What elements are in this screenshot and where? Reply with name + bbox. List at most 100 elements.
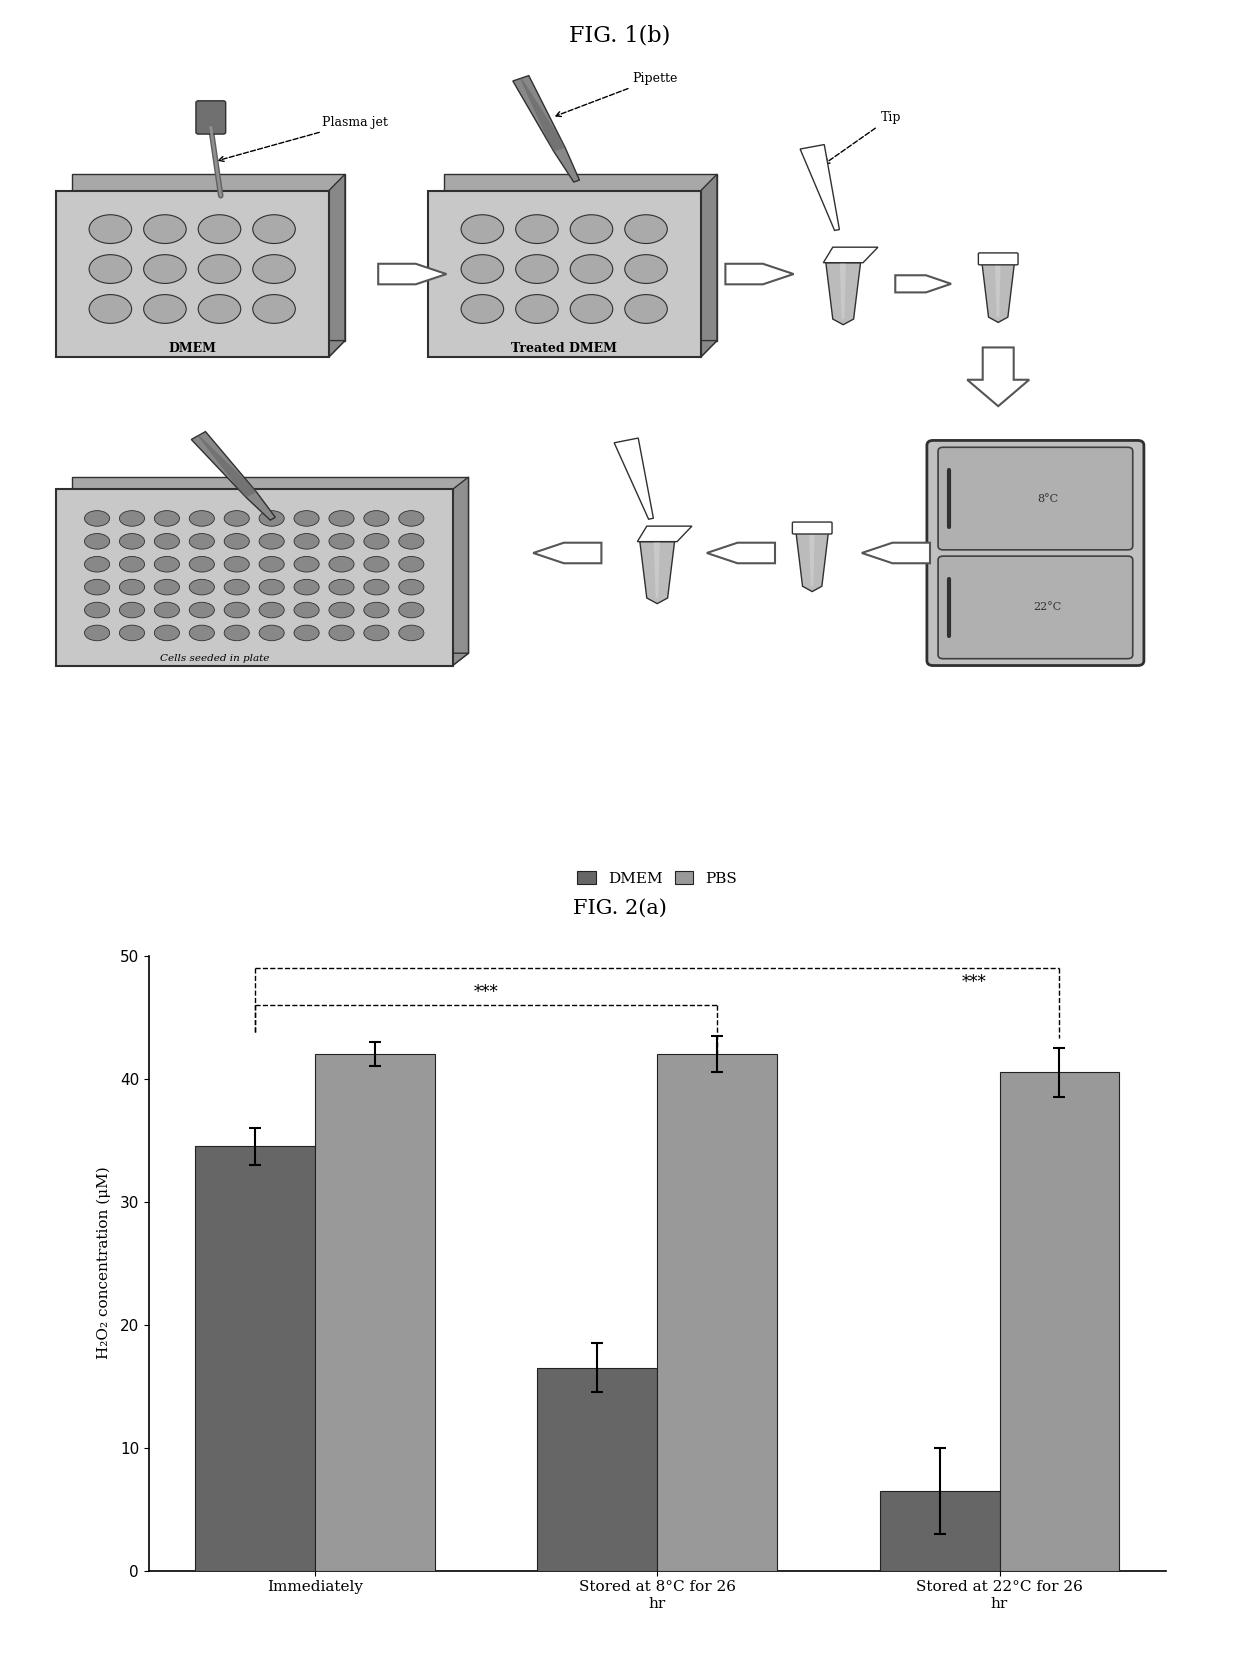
Polygon shape [520, 78, 565, 151]
Ellipse shape [144, 254, 186, 284]
Polygon shape [701, 175, 717, 357]
Ellipse shape [570, 294, 613, 324]
Ellipse shape [89, 294, 131, 324]
Ellipse shape [190, 557, 215, 572]
Ellipse shape [294, 602, 319, 618]
Bar [999, 1072, 1120, 1571]
Polygon shape [191, 432, 275, 520]
Ellipse shape [363, 534, 389, 548]
Ellipse shape [154, 602, 180, 618]
FancyBboxPatch shape [926, 440, 1143, 665]
Y-axis label: H₂O₂ concentration (μM): H₂O₂ concentration (μM) [97, 1167, 112, 1360]
Ellipse shape [329, 557, 355, 572]
Polygon shape [329, 175, 345, 357]
Ellipse shape [84, 625, 109, 642]
Ellipse shape [253, 254, 295, 284]
Ellipse shape [570, 254, 613, 284]
Ellipse shape [259, 534, 284, 548]
Ellipse shape [84, 534, 109, 548]
Polygon shape [839, 263, 846, 319]
Bar [657, 1054, 777, 1571]
Ellipse shape [516, 254, 558, 284]
Ellipse shape [119, 580, 145, 595]
FancyBboxPatch shape [937, 447, 1133, 550]
Ellipse shape [190, 534, 215, 548]
Text: ***: *** [474, 984, 498, 1001]
Text: 8°C: 8°C [1037, 494, 1059, 504]
Ellipse shape [329, 510, 355, 527]
Polygon shape [72, 175, 345, 341]
Ellipse shape [294, 580, 319, 595]
Polygon shape [725, 264, 794, 284]
Ellipse shape [224, 602, 249, 618]
Ellipse shape [253, 214, 295, 244]
Legend: DMEM, PBS: DMEM, PBS [572, 864, 743, 892]
Ellipse shape [154, 510, 180, 527]
Ellipse shape [294, 625, 319, 642]
Ellipse shape [224, 510, 249, 527]
Ellipse shape [144, 294, 186, 324]
Ellipse shape [89, 254, 131, 284]
Ellipse shape [119, 602, 145, 618]
Text: DMEM: DMEM [169, 342, 216, 354]
Ellipse shape [84, 602, 109, 618]
Ellipse shape [399, 510, 424, 527]
Polygon shape [56, 489, 453, 665]
Bar [537, 1368, 657, 1571]
Polygon shape [826, 263, 861, 324]
Ellipse shape [154, 625, 180, 642]
FancyBboxPatch shape [978, 253, 1018, 264]
Ellipse shape [119, 625, 145, 642]
Text: Treated DMEM: Treated DMEM [511, 342, 618, 354]
Ellipse shape [516, 214, 558, 244]
Text: ***: *** [961, 974, 986, 991]
Ellipse shape [259, 602, 284, 618]
Polygon shape [808, 534, 815, 587]
Ellipse shape [399, 625, 424, 642]
Ellipse shape [224, 625, 249, 642]
Polygon shape [800, 145, 839, 231]
Polygon shape [895, 276, 951, 293]
Ellipse shape [625, 214, 667, 244]
Ellipse shape [625, 294, 667, 324]
Polygon shape [637, 527, 692, 542]
Ellipse shape [363, 580, 389, 595]
Ellipse shape [84, 510, 109, 527]
Ellipse shape [144, 214, 186, 244]
Ellipse shape [119, 534, 145, 548]
Polygon shape [72, 477, 469, 653]
Text: 22°C: 22°C [1034, 602, 1061, 612]
Ellipse shape [363, 602, 389, 618]
Ellipse shape [253, 294, 295, 324]
Ellipse shape [190, 602, 215, 618]
Ellipse shape [224, 580, 249, 595]
Ellipse shape [119, 557, 145, 572]
Polygon shape [967, 347, 1029, 406]
Ellipse shape [190, 510, 215, 527]
FancyBboxPatch shape [937, 557, 1133, 658]
Ellipse shape [294, 557, 319, 572]
Ellipse shape [259, 625, 284, 642]
Ellipse shape [461, 294, 503, 324]
Polygon shape [56, 341, 345, 357]
Bar [879, 1491, 999, 1571]
Ellipse shape [294, 510, 319, 527]
Text: FIG. 1(b): FIG. 1(b) [569, 25, 671, 47]
Ellipse shape [294, 534, 319, 548]
Text: Tip: Tip [825, 111, 901, 165]
Polygon shape [444, 175, 717, 341]
Polygon shape [614, 439, 653, 519]
Bar [195, 1147, 315, 1571]
Ellipse shape [259, 557, 284, 572]
Ellipse shape [224, 557, 249, 572]
Ellipse shape [259, 510, 284, 527]
Ellipse shape [84, 557, 109, 572]
Polygon shape [197, 435, 257, 499]
Ellipse shape [363, 625, 389, 642]
Polygon shape [378, 264, 446, 284]
Ellipse shape [363, 557, 389, 572]
Polygon shape [428, 341, 717, 357]
Polygon shape [56, 653, 469, 665]
Ellipse shape [198, 214, 241, 244]
Ellipse shape [154, 580, 180, 595]
